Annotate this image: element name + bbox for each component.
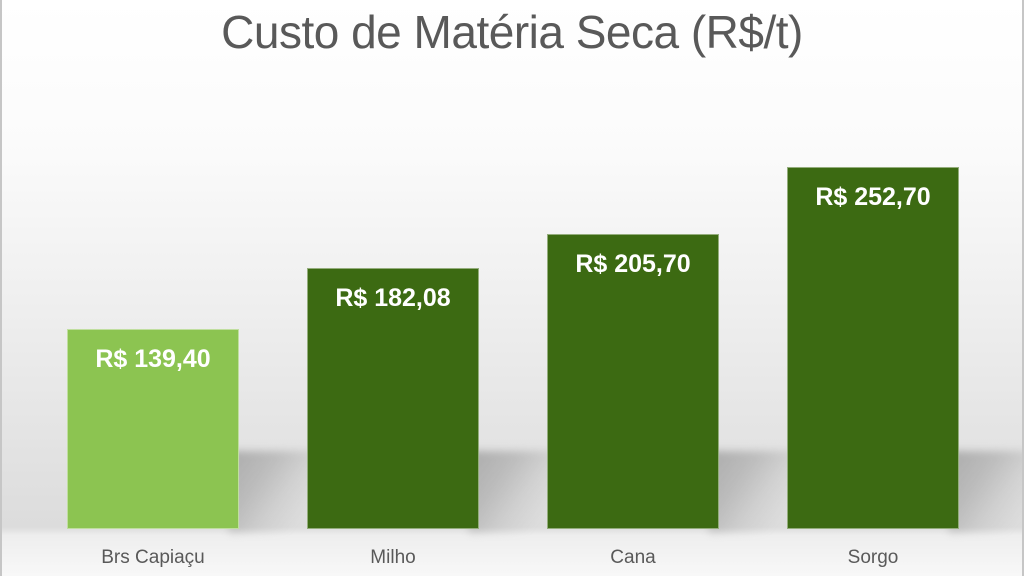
bar-sorgo: R$ 252,70 [787, 167, 959, 529]
bar-brs-capiaçu: R$ 139,40 [67, 329, 239, 529]
data-label-cana: R$ 205,70 [575, 250, 691, 278]
data-label-brs-capiaçu: R$ 139,40 [95, 345, 211, 373]
category-label-milho: Milho [370, 547, 416, 568]
chart-title: Custo de Matéria Seca (R$/t) [221, 6, 803, 58]
bar-shadow-sorgo [949, 451, 1022, 533]
category-label-cana: Cana [610, 547, 656, 568]
bar-milho: R$ 182,08 [307, 268, 479, 529]
data-label-sorgo: R$ 252,70 [815, 183, 931, 211]
bar-cana: R$ 205,70 [547, 234, 719, 529]
category-label-sorgo: Sorgo [847, 547, 899, 568]
data-label-milho: R$ 182,08 [335, 284, 451, 312]
category-label-brs-capiaçu: Brs Capiaçu [101, 547, 205, 568]
